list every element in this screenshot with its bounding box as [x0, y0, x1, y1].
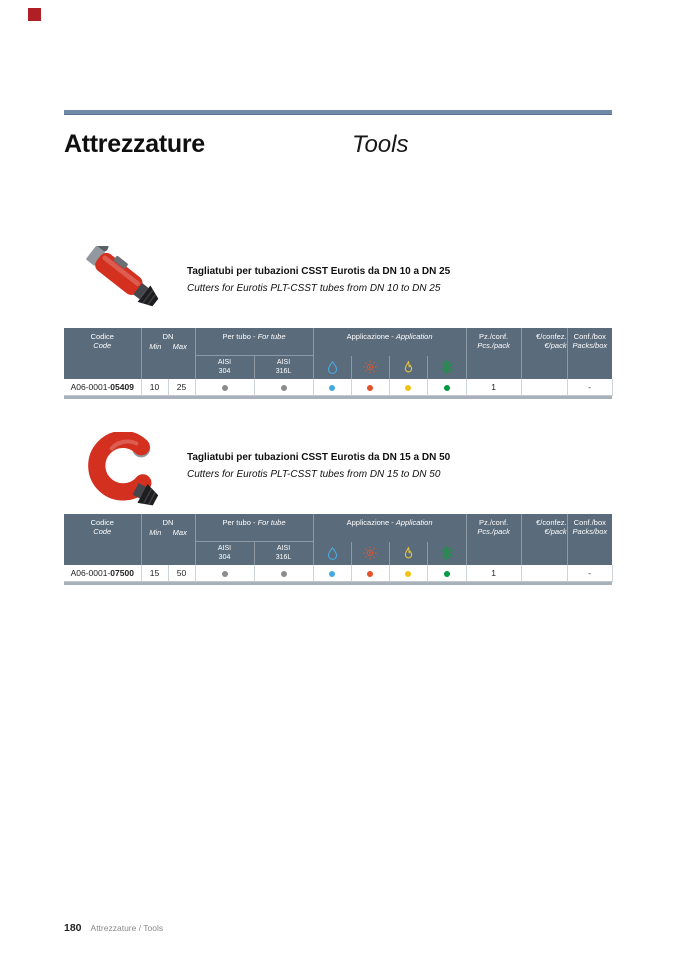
page-title-translation: Tools [352, 131, 409, 158]
product-title-it: Tagliatubi per tubazioni CSST Eurotis da… [187, 266, 451, 277]
app-sun-dot [350, 565, 390, 582]
subcol-aisi-316l: AISI 316L [253, 541, 314, 565]
code-label: Code [93, 341, 112, 350]
table-base-strip [64, 396, 612, 399]
dn-min-value: 10 [140, 379, 168, 396]
col-header-packs-box: Conf./box Packs/box [566, 328, 613, 379]
col-header-codice: Codice Code [64, 514, 141, 565]
pipe-cutter-illustration [86, 240, 159, 307]
col-header-eur-pack: €/confez. €/pack [520, 328, 568, 379]
aisi-316l-dot [253, 565, 314, 582]
aisi-316l-dot [253, 379, 314, 396]
table-row: A06-0001-07500 15 50 1 - [64, 565, 613, 582]
table-row: A06-0001-05409 10 25 1 - [64, 379, 613, 396]
page-number: 180 [64, 922, 82, 934]
header-rule [64, 110, 612, 115]
eur-pack-value [520, 379, 568, 396]
subcol-aisi-304: AISI 304 [194, 355, 255, 379]
dn-min-label: Min [149, 342, 162, 351]
product-code: A06-0001-05409 [64, 379, 141, 396]
subcol-aisi-304: AISI 304 [194, 541, 255, 565]
eur-pack-value [520, 565, 568, 582]
app-flame-dot [388, 565, 428, 582]
dn-max-value: 25 [167, 379, 196, 396]
col-header-dn: DN Min Max [140, 328, 196, 379]
flame-icon [388, 541, 428, 565]
app-sun-dot [350, 379, 390, 396]
footer-section-label: Attrezzature / Tools [90, 923, 164, 933]
product-table-1: Codice Code DN Min Max Per tubo - For tu… [64, 328, 613, 399]
col-header-pcs-pack: Pz./conf. Pcs./pack [465, 514, 522, 565]
dn-max-label: Max [172, 342, 187, 351]
page-footer: 180 Attrezzature / Tools [64, 922, 163, 934]
product-table: Codice Code DN Min Max Per tubo - For tu… [64, 514, 613, 582]
water-drop-icon [312, 541, 352, 565]
col-header-applicazione: Applicazione - Application [312, 328, 467, 356]
col-header-pcs-pack: Pz./conf. Pcs./pack [465, 328, 522, 379]
pcs-pack-value: 1 [465, 379, 522, 396]
dn-label: DN [162, 332, 174, 341]
col-header-packs-box: Conf./box Packs/box [566, 514, 613, 565]
col-header-per-tubo: Per tubo - For tube [194, 328, 314, 356]
sun-icon [350, 355, 390, 379]
product-table: Codice Code DN Min Max Per tubo - For tu… [64, 328, 613, 396]
product-image-pipe-cutter-small [80, 240, 168, 324]
water-drop-icon [312, 355, 352, 379]
product-title-block: Tagliatubi per tubazioni CSST Eurotis da… [187, 264, 587, 297]
aisi-304-dot [194, 379, 255, 396]
col-header-eur-pack: €/confez. €/pack [520, 514, 568, 565]
pipe-cutter-illustration [88, 430, 159, 506]
flame-icon [388, 355, 428, 379]
col-header-per-tubo: Per tubo - For tube [194, 514, 314, 542]
col-header-dn: DN Min Max [140, 514, 196, 565]
dn-max-value: 50 [167, 565, 196, 582]
col-header-codice: Codice Code [64, 328, 141, 379]
packs-box-value: - [566, 379, 613, 396]
subcol-aisi-316l: AISI 316L [253, 355, 314, 379]
codice-label: Codice [90, 332, 114, 341]
product-table-2: Codice Code DN Min Max Per tubo - For tu… [64, 514, 613, 585]
aisi-304-dot [194, 565, 255, 582]
col-header-applicazione: Applicazione - Application [312, 514, 467, 542]
snowflake-icon [426, 355, 467, 379]
dn-min-value: 15 [140, 565, 168, 582]
app-snow-dot [426, 565, 467, 582]
product-title-block: Tagliatubi per tubazioni CSST Eurotis da… [187, 450, 587, 483]
packs-box-value: - [566, 565, 613, 582]
page-title: Attrezzature [64, 130, 205, 158]
pcs-pack-value: 1 [465, 565, 522, 582]
section-color-marker [28, 8, 41, 21]
product-title-it: Tagliatubi per tubazioni CSST Eurotis da… [187, 452, 451, 463]
snowflake-icon [426, 541, 467, 565]
app-snow-dot [426, 379, 467, 396]
app-flame-dot [388, 379, 428, 396]
app-water-dot [312, 565, 352, 582]
product-code: A06-0001-07500 [64, 565, 141, 582]
product-title-en: Cutters for Eurotis PLT-CSST tubes from … [187, 283, 441, 294]
sun-icon [350, 541, 390, 565]
app-water-dot [312, 379, 352, 396]
product-title-en: Cutters for Eurotis PLT-CSST tubes from … [187, 469, 441, 480]
product-image-pipe-cutter-large [78, 430, 170, 514]
table-base-strip [64, 582, 612, 585]
